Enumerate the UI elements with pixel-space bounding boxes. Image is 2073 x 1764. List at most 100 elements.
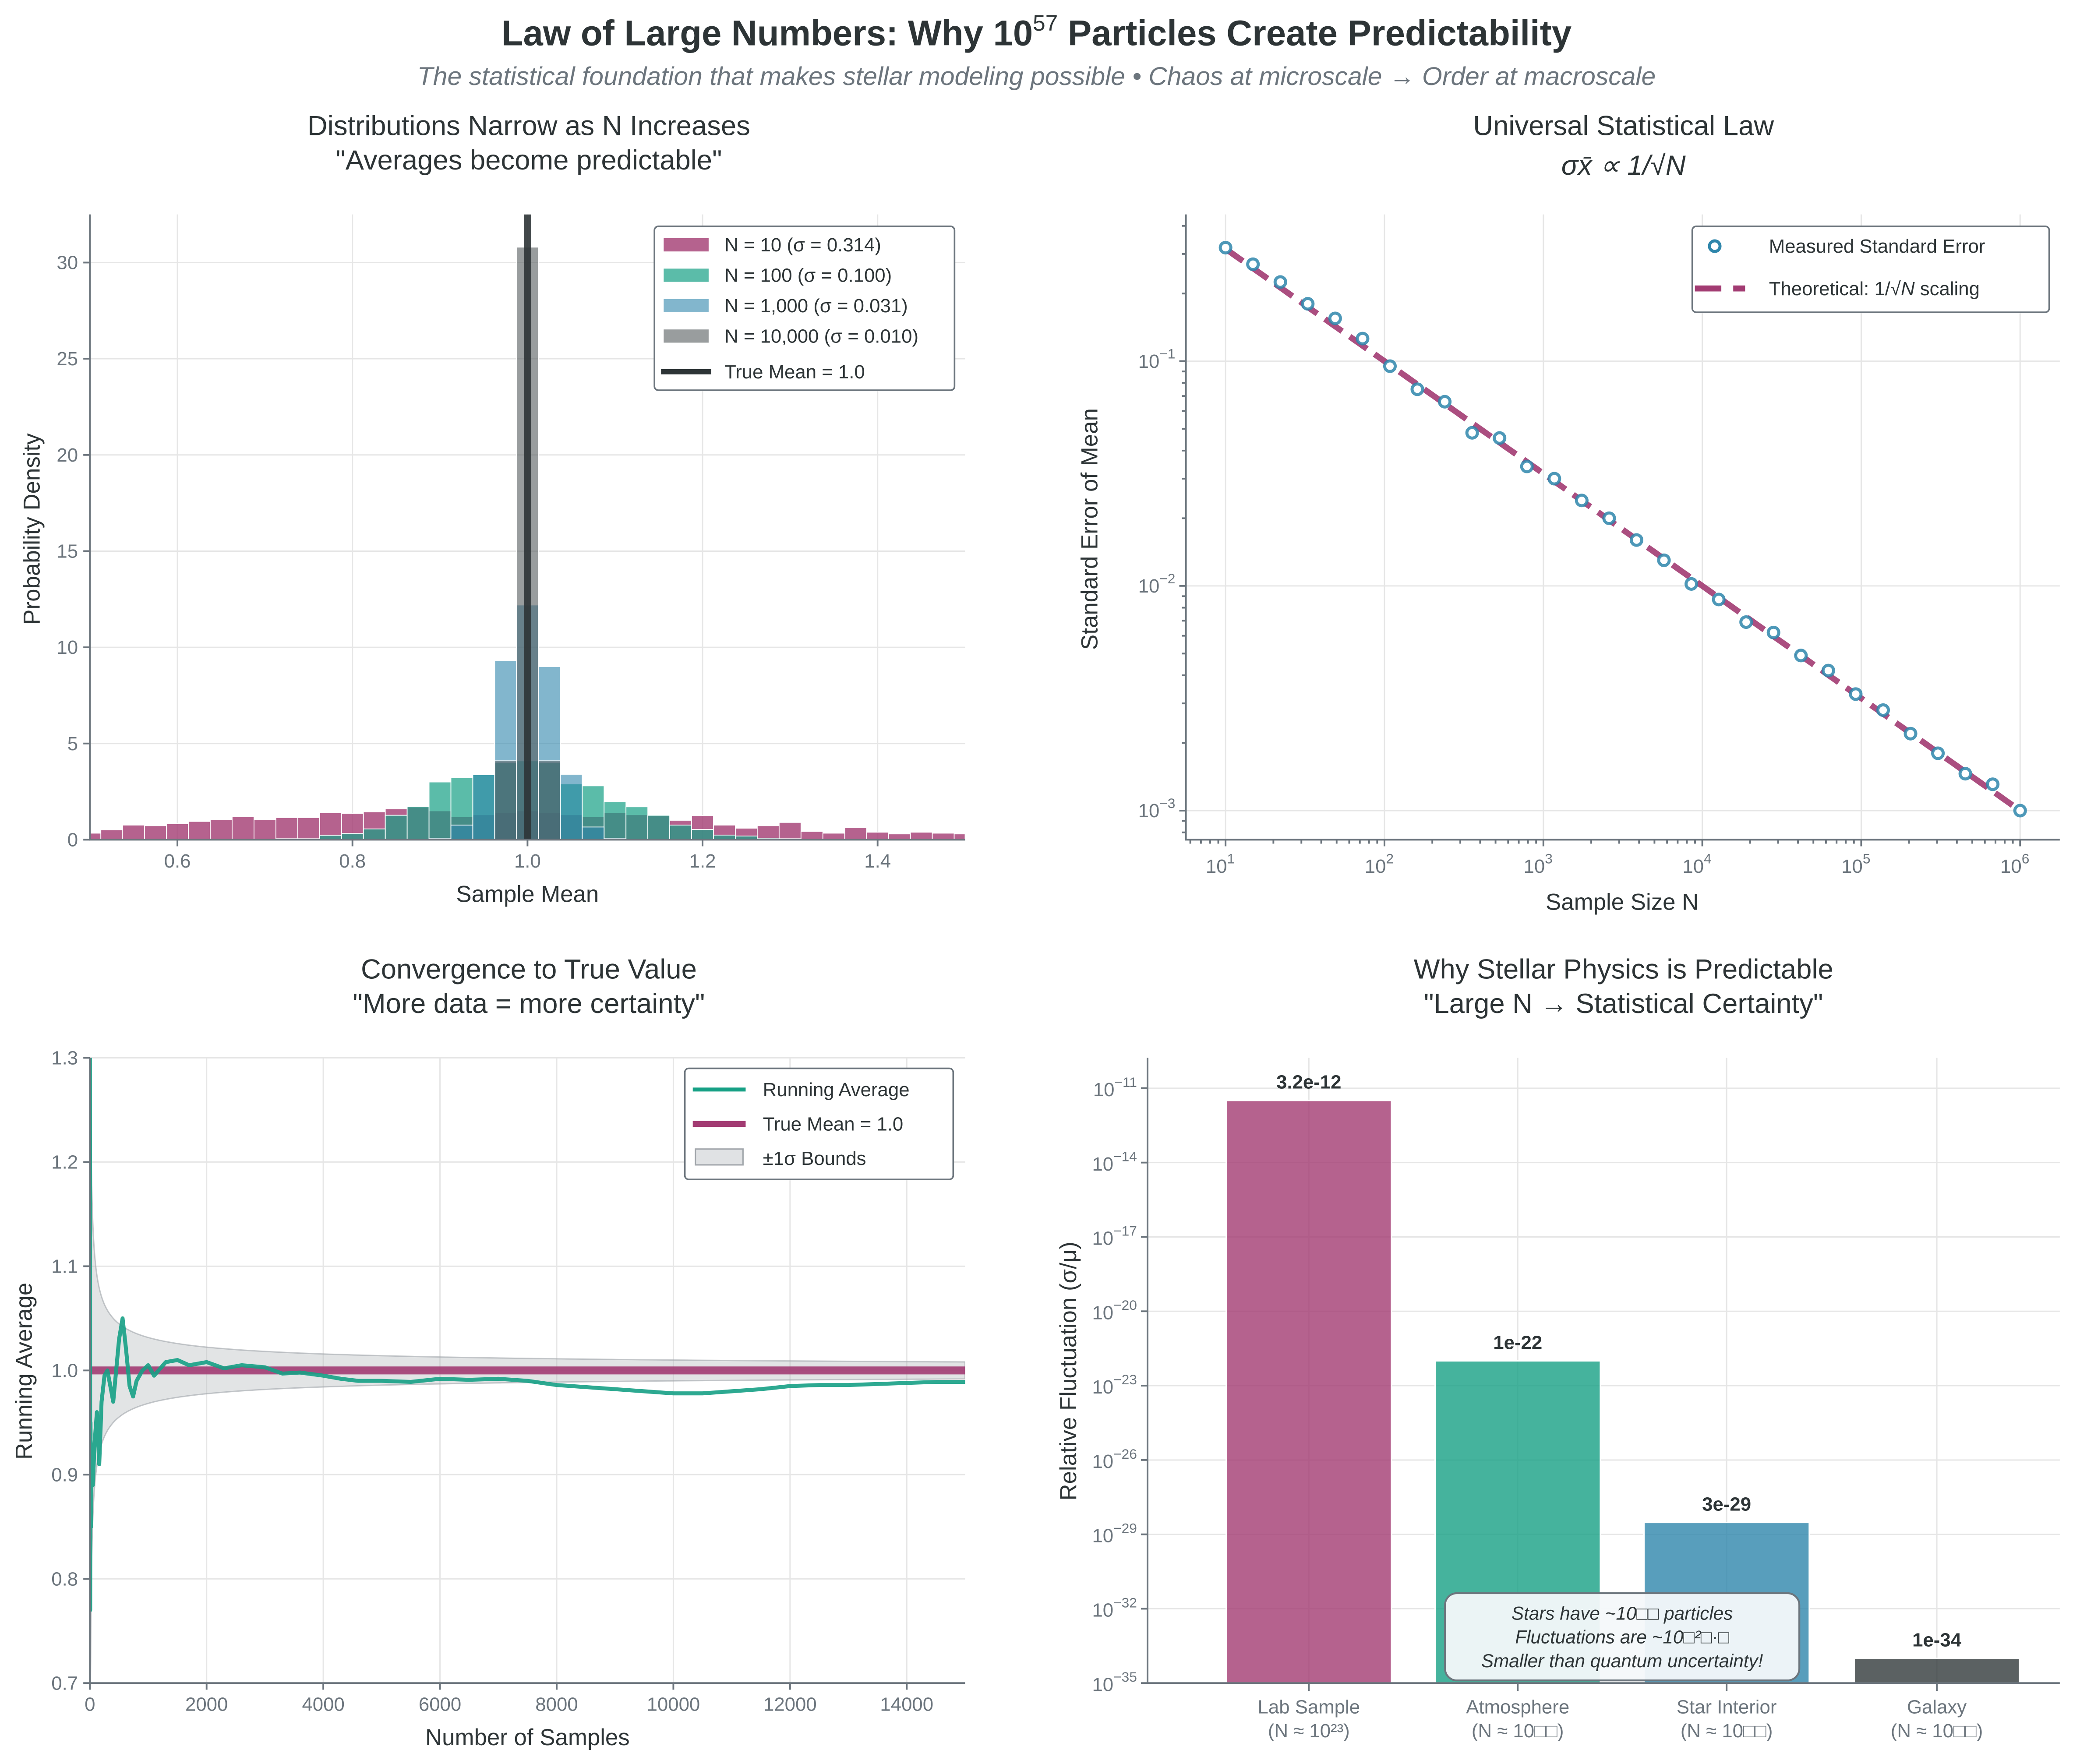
data-point <box>1383 359 1397 373</box>
legend-label: True Mean = 1.0 <box>763 1113 904 1135</box>
x-tick-label: 10000 <box>647 1694 700 1715</box>
x-axis-label: Sample Mean <box>456 881 599 907</box>
x-tick-label: 104 <box>1682 851 1711 877</box>
y-tick-label: 10−3 <box>1138 795 1176 822</box>
x-tick-label: Star Interior <box>1677 1697 1777 1718</box>
annotation-background <box>1444 1592 1801 1682</box>
x-tick-label: 106 <box>2000 851 2029 877</box>
legend-label: True Mean = 1.0 <box>724 361 865 383</box>
legend-label: ±1σ Bounds <box>763 1148 866 1169</box>
y-tick-label: 0.7 <box>51 1672 78 1694</box>
x-tick-label: Galaxy <box>1907 1697 1967 1718</box>
data-point <box>1465 426 1479 440</box>
y-tick-label: 10−14 <box>1092 1149 1137 1175</box>
panel-subtitle: σx̄ ∝ 1/√N <box>1561 150 1686 181</box>
legend-label: Measured Standard Error <box>1769 236 1985 257</box>
axes-spine <box>1185 214 2060 841</box>
data-point <box>1657 553 1671 567</box>
data-point <box>1246 257 1260 271</box>
bar-value-label: 3.2e-12 <box>1276 1072 1341 1093</box>
legend-box <box>1691 226 2050 313</box>
figure-title: Law of Large Numbers: Why 1057 Particles… <box>501 11 1572 53</box>
legend-box <box>653 226 956 391</box>
bar-value-label: 1e-22 <box>1493 1332 1542 1353</box>
data-point <box>1821 663 1835 677</box>
data-point <box>1849 687 1863 701</box>
x-tick-label: 12000 <box>763 1694 817 1715</box>
x-tick-label: 6000 <box>419 1694 461 1715</box>
histogram-bar <box>954 833 965 840</box>
data-point <box>1575 494 1589 508</box>
y-tick-label: 1.1 <box>51 1256 78 1277</box>
legend-label: Theoretical: 1/√N scaling <box>1769 278 1980 300</box>
histogram-bar <box>582 826 605 840</box>
histogram-bar <box>932 833 955 840</box>
x-tick-label: Lab Sample <box>1258 1697 1360 1718</box>
histogram-bar <box>669 825 692 840</box>
axes-spine <box>89 1058 965 1684</box>
legend-label: N = 1,000 (σ = 0.031) <box>724 295 908 317</box>
histogram-bar <box>275 817 298 840</box>
x-tick-label: 2000 <box>185 1694 228 1715</box>
y-tick-label: 30 <box>57 252 78 274</box>
x-tick-label: 0.6 <box>164 850 191 872</box>
y-axis-label: Standard Error of Mean <box>1077 408 1102 650</box>
panel-convergence: Convergence to True Value "More data = m… <box>11 954 965 1750</box>
histogram-bar <box>866 832 889 840</box>
data-point <box>1218 240 1232 255</box>
panel-standard-error: Universal Statistical Law σx̄ ∝ 1/√N 101… <box>1077 111 2060 915</box>
histogram-bar <box>800 831 823 840</box>
x-axis-label: Number of Samples <box>425 1725 630 1750</box>
histogram-bar <box>691 829 714 840</box>
y-tick-label: 15 <box>57 541 78 562</box>
legend-box <box>684 1067 954 1180</box>
histogram-bar <box>100 829 124 840</box>
data-point <box>1931 746 1945 760</box>
legend-swatch <box>664 268 709 282</box>
x-tick-label: 1.0 <box>514 850 541 872</box>
histogram-bar <box>647 815 670 840</box>
y-tick-label: 10−35 <box>1092 1669 1137 1695</box>
x-tick-sublabel: (N ≈ 10²³) <box>1268 1720 1350 1742</box>
x-tick-label: 101 <box>1206 851 1235 877</box>
panel-subtitle: "More data = more certainty" <box>353 988 705 1019</box>
histogram-bar <box>888 833 911 840</box>
histogram-bar <box>297 817 320 840</box>
panel-title: Convergence to True Value <box>361 954 697 984</box>
histogram-bar <box>144 825 167 840</box>
histogram-bar <box>450 825 473 840</box>
x-tick-label: 8000 <box>535 1694 578 1715</box>
histogram-bar <box>844 827 867 840</box>
histogram-bar <box>910 832 933 840</box>
histogram-bar <box>757 825 780 840</box>
histogram-bar <box>166 823 189 840</box>
axes-spine <box>1147 1058 2060 1684</box>
data-point <box>1410 382 1424 396</box>
x-tick-label: 0.8 <box>339 850 366 872</box>
axes-spine <box>89 214 965 841</box>
data-point <box>1438 395 1452 409</box>
theoretical-line <box>1224 246 2022 813</box>
histogram-bar <box>385 815 408 840</box>
histogram-bar <box>254 819 276 840</box>
panel-title: Universal Statistical Law <box>1473 111 1774 141</box>
legend: Running Average True Mean = 1.0 ±1σ Bounds <box>684 1067 954 1180</box>
bar-value-label: 1e-34 <box>1912 1629 1962 1651</box>
legend-label: N = 100 (σ = 0.100) <box>724 265 892 286</box>
histogram-bar <box>822 833 845 840</box>
y-tick-label: 10−2 <box>1138 571 1176 597</box>
x-tick-label: Atmosphere <box>1466 1697 1569 1718</box>
data-point <box>1493 431 1507 445</box>
y-axis-label: Relative Fluctuation (σ/μ) <box>1056 1242 1081 1500</box>
y-axis-label: Probability Density <box>19 433 45 625</box>
data-point <box>1986 777 2000 791</box>
histogram-bar <box>538 760 561 840</box>
y-tick-label: 10 <box>57 637 78 658</box>
panel-stellar-fluctuation: Why Stellar Physics is Predictable "Larg… <box>1056 954 2060 1742</box>
legend-swatch <box>695 1148 744 1166</box>
legend-marker <box>1708 239 1722 253</box>
histogram-bar <box>778 822 802 840</box>
x-tick-sublabel: (N ≈ 10□□) <box>1681 1720 1773 1742</box>
data-point <box>1903 727 1918 741</box>
histogram-bar <box>494 760 517 840</box>
